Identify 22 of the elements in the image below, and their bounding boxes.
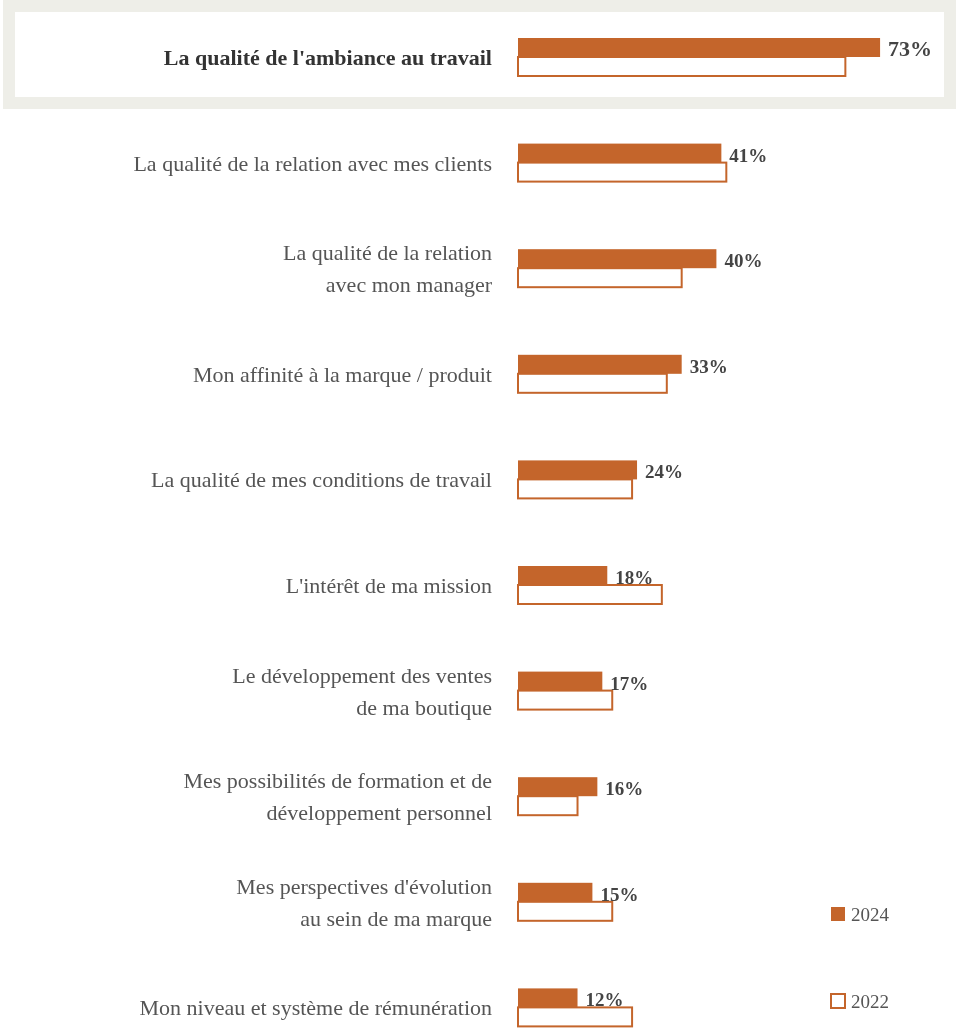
data-label: 40%	[724, 250, 763, 272]
data-label: 17%	[610, 672, 649, 694]
y-tick-label: Mes possibilités de formation et de développement personnel	[183, 768, 492, 826]
data-label: 41%	[729, 144, 768, 166]
legend-label: 2022	[851, 991, 889, 1012]
data-label: 16%	[605, 778, 644, 800]
data-label: 15%	[600, 883, 639, 905]
y-tick-label: La qualité de mes conditions de travail	[151, 467, 492, 493]
y-tick-label: Mes perspectives d'évolution au sein de ma marque	[236, 873, 492, 931]
data-label: 12%	[585, 989, 624, 1011]
data-label: 24%	[645, 461, 684, 483]
y-tick-label: Mon niveau et système de rémunération	[139, 995, 492, 1021]
legend-label: 2024	[851, 904, 890, 925]
data-label: 18%	[615, 567, 654, 588]
y-tick-label: Le développement des ventes de ma boutique	[232, 662, 492, 720]
y-tick-label: Mon affinité à la marque / produit	[193, 361, 492, 387]
y-tick-label: La qualité de la relation avec mes clients	[133, 150, 492, 176]
y-tick-label: La qualité de la relation avec mon manager	[283, 240, 493, 298]
data-label: 33%	[689, 355, 728, 377]
data-label: 73%	[888, 36, 933, 61]
y-tick-label: L'intérêt de ma mission	[285, 573, 492, 598]
y-tick-label: La qualité de l'ambiance au travail	[163, 45, 492, 70]
